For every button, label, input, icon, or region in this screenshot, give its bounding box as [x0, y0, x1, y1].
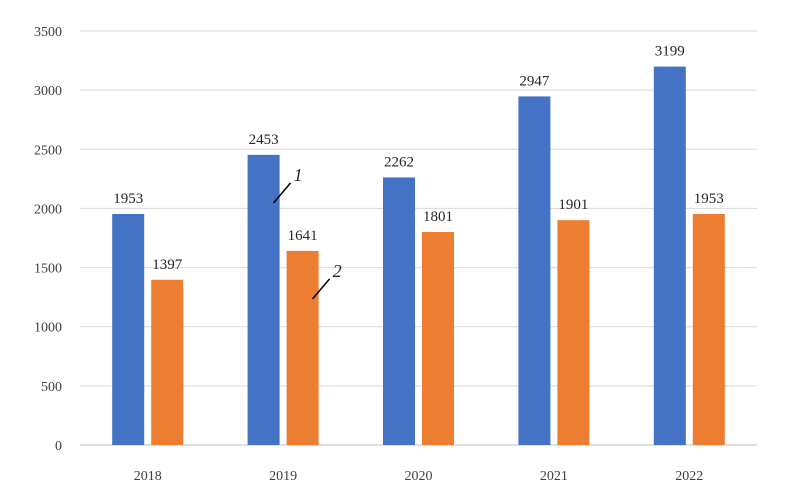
y-tick-label: 500 — [41, 380, 62, 395]
annotation-leader-line — [312, 278, 331, 300]
bar — [653, 66, 686, 445]
y-tick-label: 3500 — [34, 25, 62, 40]
bar — [557, 220, 590, 445]
bar — [692, 213, 725, 445]
x-tick-label: 2018 — [134, 469, 162, 484]
bar — [247, 154, 280, 445]
y-tick-label: 0 — [55, 439, 62, 454]
x-tick-label: 2019 — [269, 469, 297, 484]
bar — [286, 250, 319, 445]
data-label: 1801 — [423, 209, 453, 225]
x-tick-label: 2022 — [675, 469, 703, 484]
data-label: 1953 — [694, 191, 724, 207]
bars — [112, 66, 725, 446]
data-label: 1901 — [558, 197, 588, 213]
y-tick-label: 2500 — [34, 143, 62, 158]
y-tick-label: 3000 — [34, 84, 62, 99]
bar — [151, 279, 184, 445]
gridlines — [80, 30, 757, 446]
data-label: 2947 — [519, 73, 550, 89]
data-label: 2453 — [249, 132, 279, 148]
x-tick-label: 2021 — [540, 469, 568, 484]
data-label: 1953 — [113, 191, 143, 207]
data-labels: 1953 1397 2453 1641 2262 1801 2947 1901 3199 1953 — [113, 44, 724, 273]
data-label: 1641 — [288, 228, 318, 244]
y-tick-label: 1000 — [34, 321, 62, 336]
data-label: 1397 — [152, 257, 183, 273]
bar — [112, 213, 145, 445]
annotation-leader-line — [273, 182, 292, 204]
annotation-label: 1 — [294, 165, 303, 185]
data-label: 3199 — [655, 44, 685, 60]
y-tick-label: 1500 — [34, 262, 62, 277]
x-axis-ticks: 2018 2019 2020 2021 2022 — [134, 469, 704, 484]
bar — [422, 231, 454, 445]
y-axis-ticks: 0 500 1000 1500 2000 2500 3000 3500 — [34, 25, 62, 454]
y-tick-label: 2000 — [34, 202, 62, 217]
bar — [383, 177, 415, 445]
x-tick-label: 2020 — [405, 469, 433, 484]
data-label: 2262 — [384, 154, 414, 170]
annotation-label: 2 — [333, 261, 342, 281]
bar — [518, 96, 551, 446]
annotations: 12 — [273, 165, 342, 300]
